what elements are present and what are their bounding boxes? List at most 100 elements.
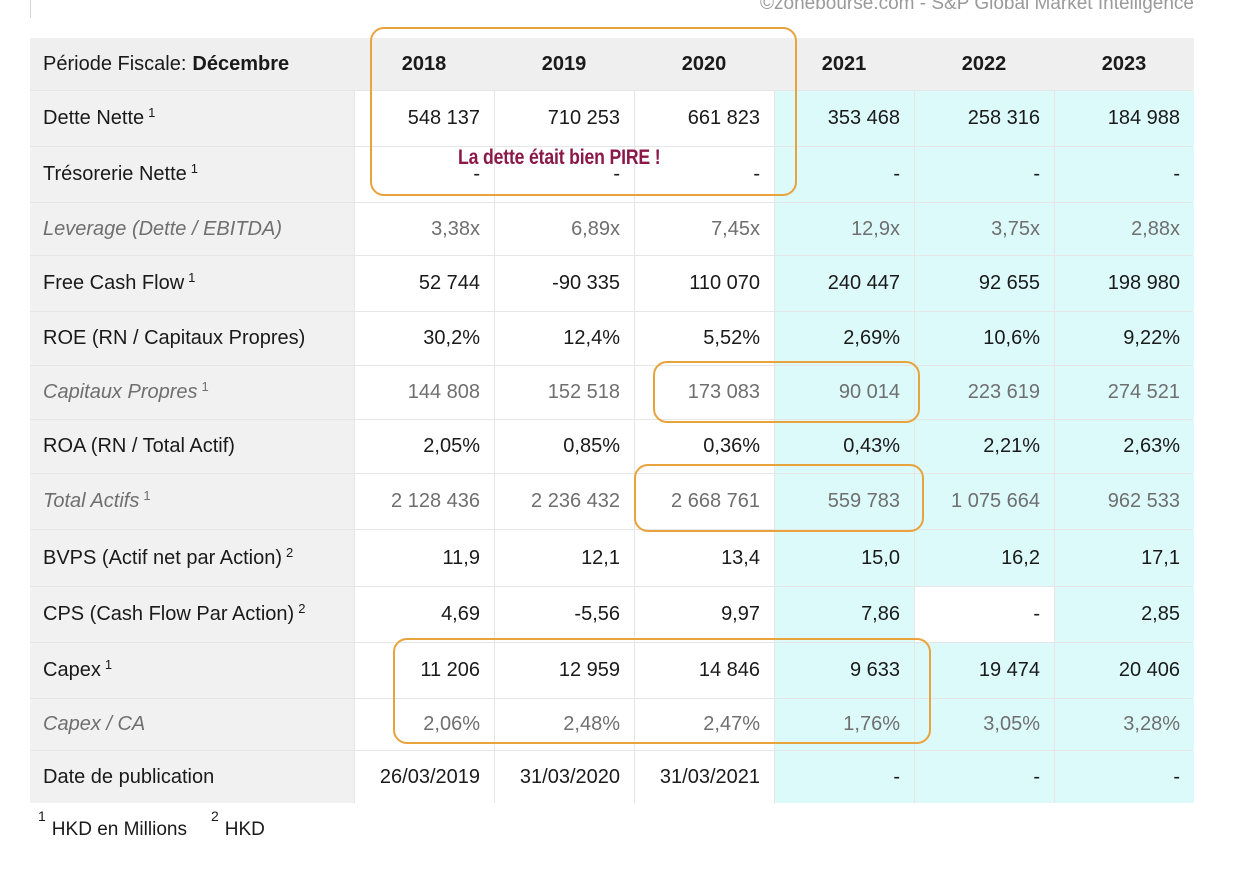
value-cell-2022: 3,75x [914, 203, 1054, 255]
value-cell-2018: - [354, 147, 494, 202]
annotation-note: La dette était bien PIRE ! [458, 146, 661, 169]
value-cell-2023: 184 988 [1054, 91, 1194, 146]
row-label-text: Capex / CA [43, 713, 146, 735]
row-label: ROA (RN / Total Actif) [30, 420, 354, 473]
value-cell-2021: - [774, 147, 914, 202]
value-cell-2021: 12,9x [774, 203, 914, 255]
value-cell-2019: - [494, 147, 634, 202]
row-label: Leverage (Dette / EBITDA) [30, 203, 354, 255]
value-cell-2019: -5,56 [494, 587, 634, 642]
left-divider [30, 0, 31, 18]
table-row-capex: Capex 1 11 206 12 959 14 846 9 633 19 474 20 40… [30, 643, 1194, 699]
row-label: Trésorerie Nette 1 [30, 147, 354, 202]
value-cell-2018: 144 808 [354, 366, 494, 419]
value-cell-2022: - [914, 751, 1054, 803]
footnote-marker: 1 [148, 105, 156, 120]
footnote-marker: 1 [143, 488, 151, 503]
value-cell-2023: 198 980 [1054, 256, 1194, 311]
table-row-roa-rn-total-actif: ROA (RN / Total Actif) 2,05% 0,85% 0,36% 0,4… [30, 420, 1194, 474]
value-cell-2020: - [634, 147, 774, 202]
row-label: Dette Nette 1 [30, 91, 354, 146]
source-credit: ©zonebourse.com - S&P Global Market Inte… [760, 0, 1194, 14]
value-cell-2023: - [1054, 751, 1194, 803]
row-label-text: Capitaux Propres [43, 381, 198, 403]
row-label: ROE (RN / Capitaux Propres) [30, 312, 354, 365]
row-label: Capex / CA [30, 699, 354, 750]
period-value: Décembre [192, 52, 290, 75]
table-row-capitaux-propres: Capitaux Propres 1 144 808 152 518 173 083 90… [30, 366, 1194, 420]
table-row-dette-nette: Dette Nette 1 548 137 710 253 661 823 353 468… [30, 91, 1194, 147]
value-cell-2018: 548 137 [354, 91, 494, 146]
value-cell-2021: 9 633 [774, 643, 914, 698]
row-label-text: Leverage (Dette / EBITDA) [43, 217, 282, 240]
value-cell-2019: -90 335 [494, 256, 634, 311]
value-cell-2019: 152 518 [494, 366, 634, 419]
row-label: Free Cash Flow 1 [30, 256, 354, 311]
row-label-text: Trésorerie Nette [43, 163, 187, 185]
value-cell-2020: 2 668 761 [634, 474, 774, 529]
footnote-marker: 1 [201, 379, 209, 394]
value-cell-2020: 31/03/2021 [634, 751, 774, 803]
value-cell-2018: 30,2% [354, 312, 494, 365]
footnote-marker: 1 [190, 161, 198, 176]
year-header-2022: 2022 [914, 38, 1054, 90]
footnote-text: HKD [224, 819, 265, 841]
table-row-free-cash-flow: Free Cash Flow 1 52 744 -90 335 110 070 240 4… [30, 256, 1194, 312]
value-cell-2023: 2,88x [1054, 203, 1194, 255]
row-label-text: ROA (RN / Total Actif) [43, 435, 235, 457]
value-cell-2019: 2,48% [494, 699, 634, 750]
footnote-mark: 2 [210, 808, 219, 824]
table-row-date-de-publication: Date de publication 26/03/2019 31/03/2020 3… [30, 751, 1194, 803]
row-label: Date de publication [30, 751, 354, 803]
value-cell-2021: 90 014 [774, 366, 914, 419]
value-cell-2019: 12,4% [494, 312, 634, 365]
value-cell-2019: 6,89x [494, 203, 634, 255]
row-label: Total Actifs 1 [30, 474, 354, 529]
value-cell-2023: 17,1 [1054, 530, 1194, 586]
value-cell-2021: 0,43% [774, 420, 914, 473]
value-cell-2021: 559 783 [774, 474, 914, 529]
value-cell-2022: 1 075 664 [914, 474, 1054, 529]
value-cell-2019: 12 959 [494, 643, 634, 698]
value-cell-2021: 15,0 [774, 530, 914, 586]
footnote-marker: 1 [188, 270, 196, 285]
row-label: CPS (Cash Flow Par Action) 2 [30, 587, 354, 642]
table-header-row: Période Fiscale: Décembre 2018 2019 2020 2021… [30, 38, 1194, 91]
table-row-leverage-dette-ebitda: Leverage (Dette / EBITDA) 3,38x 6,89x 7,45x… [30, 203, 1194, 256]
value-cell-2018: 4,69 [354, 587, 494, 642]
value-cell-2018: 11,9 [354, 530, 494, 586]
row-label-text: Capex [43, 659, 101, 681]
value-cell-2019: 12,1 [494, 530, 634, 586]
footnote-marker: 2 [298, 601, 306, 616]
value-cell-2020: 110 070 [634, 256, 774, 311]
value-cell-2021: 353 468 [774, 91, 914, 146]
value-cell-2020: 9,97 [634, 587, 774, 642]
row-label: BVPS (Actif net par Action) 2 [30, 530, 354, 586]
value-cell-2018: 2,06% [354, 699, 494, 750]
year-header-2018: 2018 [354, 38, 494, 90]
value-cell-2023: 962 533 [1054, 474, 1194, 529]
value-cell-2023: 20 406 [1054, 643, 1194, 698]
row-label-text: CPS (Cash Flow Par Action) [43, 603, 295, 625]
year-header-2020: 2020 [634, 38, 774, 90]
value-cell-2022: 16,2 [914, 530, 1054, 586]
value-cell-2019: 31/03/2020 [494, 751, 634, 803]
value-cell-2022: 223 619 [914, 366, 1054, 419]
footnote-marker: 1 [104, 657, 113, 672]
year-header-2019: 2019 [494, 38, 634, 90]
value-cell-2022: 19 474 [914, 643, 1054, 698]
footnote-text: HKD en Millions [51, 819, 187, 841]
value-cell-2020: 2,47% [634, 699, 774, 750]
value-cell-2022: 10,6% [914, 312, 1054, 365]
row-label-text: Dette Nette [43, 107, 145, 129]
value-cell-2020: 173 083 [634, 366, 774, 419]
value-cell-2022: - [914, 587, 1054, 642]
value-cell-2022: 3,05% [914, 699, 1054, 750]
value-cell-2023: 274 521 [1054, 366, 1194, 419]
footnote-1: 1 HKD en Millions [38, 808, 187, 841]
value-cell-2022: - [914, 147, 1054, 202]
table-row-roe-rn-capitaux-propres: ROE (RN / Capitaux Propres) 30,2% 12,4% 5,5… [30, 312, 1194, 366]
value-cell-2018: 2,05% [354, 420, 494, 473]
value-cell-2020: 7,45x [634, 203, 774, 255]
